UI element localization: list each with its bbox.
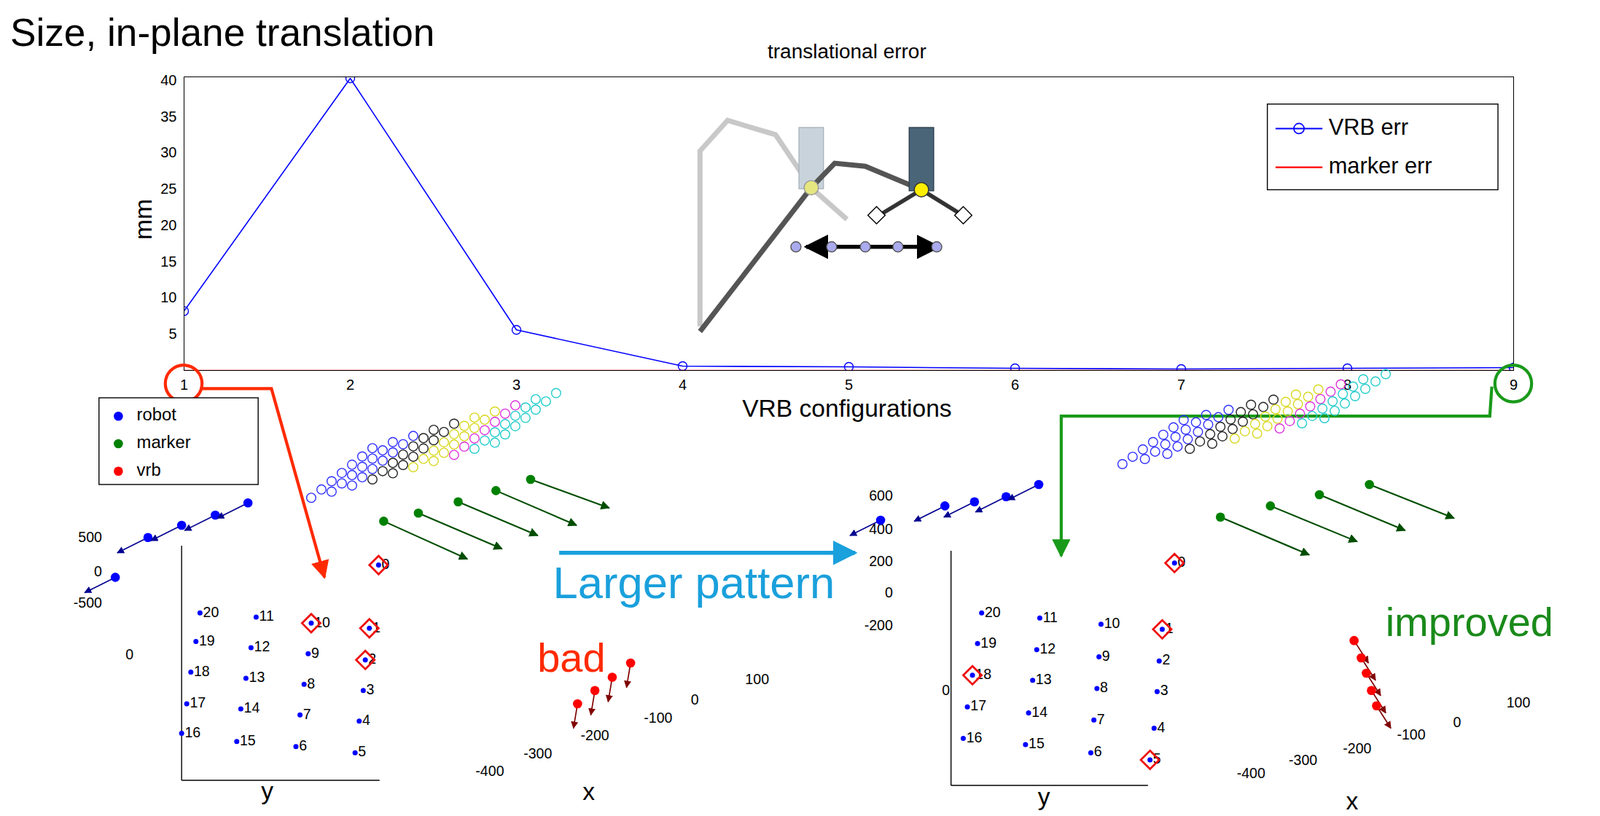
svg-text:9: 9 — [1509, 376, 1518, 393]
svg-text:1: 1 — [372, 619, 381, 636]
svg-text:0: 0 — [125, 646, 134, 663]
svg-text:11: 11 — [1043, 609, 1058, 626]
svg-text:14: 14 — [244, 699, 261, 716]
svg-text:x: x — [582, 778, 595, 806]
svg-text:-500: -500 — [73, 594, 103, 611]
svg-text:6: 6 — [1011, 376, 1020, 393]
svg-text:600: 600 — [868, 487, 893, 504]
svg-text:5: 5 — [168, 325, 177, 342]
svg-text:translational error: translational error — [767, 40, 927, 63]
svg-text:bad: bad — [537, 634, 606, 681]
svg-text:-200: -200 — [580, 727, 610, 744]
svg-text:200: 200 — [868, 553, 893, 570]
svg-text:8: 8 — [306, 675, 315, 692]
svg-text:5: 5 — [357, 743, 366, 760]
svg-text:-100: -100 — [643, 709, 673, 727]
svg-text:16: 16 — [184, 724, 201, 741]
svg-text:9: 9 — [1102, 648, 1111, 665]
svg-text:-200: -200 — [864, 617, 893, 634]
svg-text:100: 100 — [1506, 694, 1531, 711]
svg-text:marker: marker — [137, 432, 191, 452]
svg-text:3: 3 — [512, 376, 521, 393]
svg-text:40: 40 — [160, 72, 177, 89]
svg-text:35: 35 — [160, 108, 177, 125]
svg-text:7: 7 — [1177, 376, 1186, 393]
svg-text:4: 4 — [678, 376, 687, 393]
svg-text:2: 2 — [346, 376, 355, 393]
svg-text:11: 11 — [259, 607, 275, 624]
svg-text:500: 500 — [77, 529, 103, 546]
svg-text:4: 4 — [362, 712, 371, 729]
svg-text:20: 20 — [203, 604, 220, 621]
svg-text:-400: -400 — [1236, 765, 1266, 782]
svg-text:15: 15 — [1028, 735, 1045, 752]
svg-text:18: 18 — [975, 666, 992, 683]
svg-text:10: 10 — [160, 289, 177, 306]
svg-text:15: 15 — [239, 732, 256, 749]
svg-text:100: 100 — [744, 671, 770, 688]
svg-text:-100: -100 — [1396, 726, 1426, 743]
svg-text:-200: -200 — [1342, 740, 1372, 757]
svg-text:9: 9 — [311, 645, 320, 662]
svg-text:marker err: marker err — [1328, 153, 1433, 179]
svg-text:7: 7 — [1097, 711, 1106, 728]
svg-text:0: 0 — [884, 584, 893, 601]
svg-text:6: 6 — [1094, 743, 1103, 760]
svg-text:0: 0 — [691, 691, 700, 708]
svg-text:13: 13 — [1035, 671, 1052, 688]
svg-text:robot: robot — [137, 404, 178, 425]
svg-text:20: 20 — [160, 217, 177, 234]
svg-text:16: 16 — [966, 729, 983, 746]
svg-text:3: 3 — [366, 681, 375, 698]
svg-text:10: 10 — [1104, 615, 1121, 632]
svg-text:0: 0 — [94, 563, 103, 580]
svg-text:vrb: vrb — [137, 459, 162, 480]
svg-text:VRB configurations: VRB configurations — [742, 395, 952, 423]
svg-text:0: 0 — [1177, 553, 1186, 571]
svg-text:3: 3 — [1160, 682, 1169, 699]
svg-text:4: 4 — [1156, 719, 1165, 736]
svg-text:8: 8 — [1099, 679, 1108, 696]
svg-text:-300: -300 — [1288, 752, 1318, 769]
svg-text:-400: -400 — [475, 763, 504, 780]
svg-text:2: 2 — [1161, 651, 1170, 668]
svg-text:400: 400 — [868, 521, 893, 538]
svg-text:14: 14 — [1031, 704, 1048, 721]
svg-text:6: 6 — [298, 737, 307, 754]
svg-text:19: 19 — [980, 634, 997, 651]
svg-text:15: 15 — [160, 253, 177, 270]
svg-text:25: 25 — [160, 180, 177, 197]
svg-text:17: 17 — [189, 694, 206, 711]
svg-text:mm: mm — [129, 198, 157, 240]
svg-text:10: 10 — [314, 614, 331, 631]
svg-text:0: 0 — [1453, 714, 1462, 731]
svg-text:0: 0 — [941, 682, 950, 699]
svg-text:1: 1 — [180, 376, 189, 393]
svg-text:8: 8 — [1343, 376, 1352, 393]
svg-text:7: 7 — [303, 706, 312, 723]
svg-text:13: 13 — [249, 669, 266, 686]
svg-text:y: y — [1037, 783, 1051, 811]
svg-text:1: 1 — [1165, 620, 1174, 637]
svg-text:0: 0 — [381, 556, 390, 573]
svg-text:17: 17 — [970, 697, 987, 714]
svg-text:2: 2 — [368, 650, 377, 667]
svg-text:18: 18 — [193, 663, 210, 680]
svg-text:y: y — [260, 777, 274, 805]
svg-text:30: 30 — [160, 144, 177, 161]
svg-text:Larger pattern: Larger pattern — [552, 557, 835, 608]
svg-text:20: 20 — [984, 604, 1001, 621]
svg-text:Size, in-plane translation: Size, in-plane translation — [10, 10, 435, 54]
svg-text:x: x — [1345, 787, 1358, 815]
svg-text:12: 12 — [254, 638, 271, 655]
svg-text:12: 12 — [1039, 640, 1056, 657]
svg-text:5: 5 — [844, 376, 853, 393]
svg-text:19: 19 — [198, 632, 216, 649]
svg-text:VRB err: VRB err — [1328, 114, 1409, 140]
svg-text:improved: improved — [1385, 599, 1554, 646]
svg-text:-300: -300 — [523, 745, 552, 762]
svg-text:5: 5 — [1153, 750, 1162, 767]
